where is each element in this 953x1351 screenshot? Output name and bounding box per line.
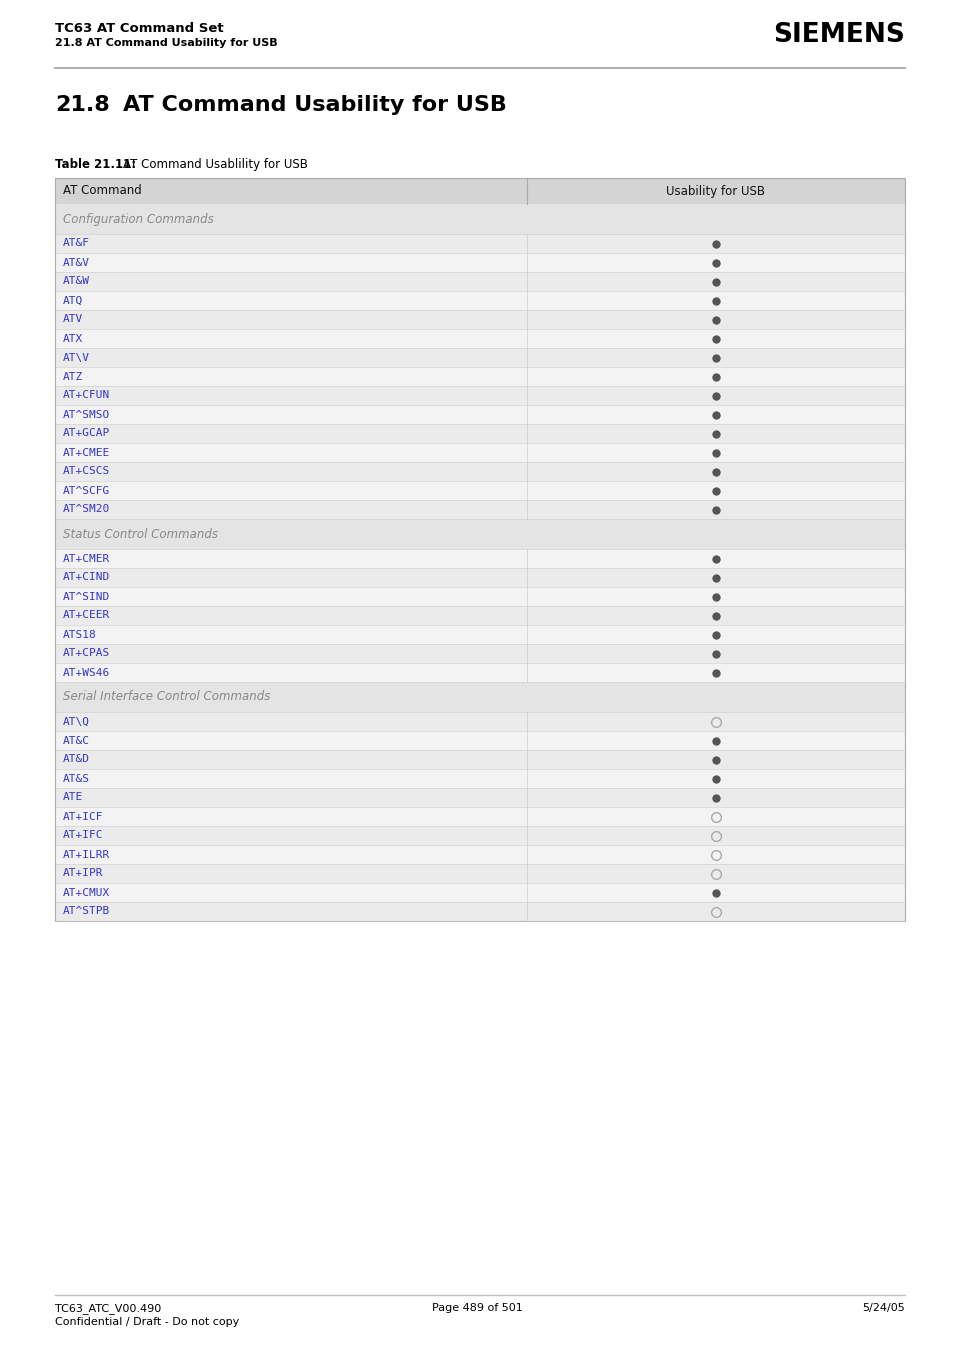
Bar [55,626,904,644]
Text: AT&W: AT&W [63,277,90,286]
Text: ATQ: ATQ [63,296,83,305]
Text: AT+CEER: AT+CEER [63,611,111,620]
Bar [55,204,904,234]
Text: AT\Q: AT\Q [63,716,90,727]
Text: Table 21.11:: Table 21.11: [55,158,136,172]
Bar [55,844,904,865]
Text: AT Command Usablility for USB: AT Command Usablility for USB [123,158,308,172]
Bar [55,788,904,807]
Text: AT+CMER: AT+CMER [63,554,111,563]
Bar [55,330,904,349]
Text: TC63_ATC_V00.490: TC63_ATC_V00.490 [55,1302,161,1315]
Text: AT&S: AT&S [63,774,90,784]
Text: AT+CPAS: AT+CPAS [63,648,111,658]
Text: Usability for USB: Usability for USB [666,185,764,197]
Text: AT^SM20: AT^SM20 [63,504,111,515]
Text: AT+CIND: AT+CIND [63,573,111,582]
Bar [55,807,904,825]
Bar [55,405,904,424]
Bar [55,253,904,272]
Bar [55,519,904,549]
Bar [55,644,904,663]
Bar [55,663,904,682]
Text: AT&V: AT&V [63,258,90,267]
Text: Page 489 of 501: Page 489 of 501 [431,1302,522,1313]
Text: AT Command: AT Command [63,185,142,197]
Text: ATV: ATV [63,315,83,324]
Bar [55,462,904,481]
Bar [55,902,904,921]
Bar [55,500,904,519]
Text: AT+ILRR: AT+ILRR [63,850,111,859]
Bar [55,865,904,884]
Text: AT Command Usability for USB: AT Command Usability for USB [123,95,506,115]
Text: 21.8: 21.8 [55,95,110,115]
Bar [55,443,904,462]
Text: TC63 AT Command Set: TC63 AT Command Set [55,22,223,35]
Bar [55,309,904,330]
Text: AT+CSCS: AT+CSCS [63,466,111,477]
Bar [55,682,904,712]
Bar [55,712,904,731]
Bar [55,731,904,750]
Bar [55,825,904,844]
Text: 5/24/05: 5/24/05 [862,1302,904,1313]
Text: Serial Interface Control Commands: Serial Interface Control Commands [63,690,270,704]
Text: AT^SIND: AT^SIND [63,592,111,601]
Text: AT+WS46: AT+WS46 [63,667,111,677]
Bar [55,349,904,367]
Bar [55,769,904,788]
Bar [55,424,904,443]
Text: AT&F: AT&F [63,239,90,249]
Text: ATX: ATX [63,334,83,343]
Text: AT+CFUN: AT+CFUN [63,390,111,400]
Text: AT+IPR: AT+IPR [63,869,103,878]
Bar [55,586,904,607]
Bar [55,607,904,626]
Text: Configuration Commands: Configuration Commands [63,212,213,226]
Bar [55,750,904,769]
Text: Status Control Commands: Status Control Commands [63,527,218,540]
Bar [55,272,904,290]
Text: ATE: ATE [63,793,83,802]
Bar [55,178,904,921]
Text: AT^STPB: AT^STPB [63,907,111,916]
Text: AT+IFC: AT+IFC [63,831,103,840]
Text: 21.8 AT Command Usability for USB: 21.8 AT Command Usability for USB [55,38,277,49]
Bar [55,367,904,386]
Text: SIEMENS: SIEMENS [772,22,904,49]
Text: AT^SMSO: AT^SMSO [63,409,111,420]
Bar [55,234,904,253]
Text: ATS18: ATS18 [63,630,96,639]
Bar [55,290,904,309]
Text: AT+ICF: AT+ICF [63,812,103,821]
Text: AT+CMUX: AT+CMUX [63,888,111,897]
Text: AT^SCFG: AT^SCFG [63,485,111,496]
Text: AT\V: AT\V [63,353,90,362]
Bar [55,386,904,405]
Bar [55,567,904,586]
Bar [55,884,904,902]
Text: AT+CMEE: AT+CMEE [63,447,111,458]
Text: Confidential / Draft - Do not copy: Confidential / Draft - Do not copy [55,1317,239,1327]
Text: AT&D: AT&D [63,754,90,765]
Bar [55,549,904,567]
Text: ATZ: ATZ [63,372,83,381]
Text: AT&C: AT&C [63,735,90,746]
Bar [55,481,904,500]
Bar [55,178,904,204]
Text: AT+GCAP: AT+GCAP [63,428,111,439]
